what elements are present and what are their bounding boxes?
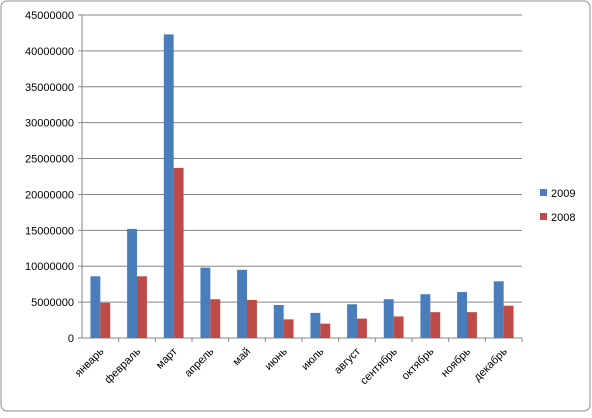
bar (273, 304, 284, 338)
bar (283, 319, 294, 338)
bar (310, 312, 321, 338)
y-tick-label: 30000000 (25, 118, 74, 130)
bar (100, 302, 111, 338)
bar (467, 312, 477, 338)
bar (200, 267, 211, 338)
y-tick-label: 40000000 (25, 46, 74, 58)
y-tick-label: 0 (68, 333, 74, 345)
bar (493, 281, 504, 338)
bar (247, 299, 257, 338)
bar (210, 299, 221, 338)
bar (173, 167, 184, 338)
legend-label: 2009 (551, 188, 575, 200)
y-tick-label: 45000000 (25, 10, 74, 22)
y-tick-label: 5000000 (31, 297, 74, 309)
bar (430, 312, 441, 338)
bar (503, 305, 514, 338)
y-tick-label: 10000000 (25, 261, 74, 273)
bar (137, 276, 147, 338)
y-tick-label: 35000000 (25, 82, 74, 94)
y-tick-label: 20000000 (25, 189, 74, 201)
bar (357, 318, 367, 338)
bar (383, 299, 394, 338)
bar (127, 228, 137, 338)
bar (393, 316, 404, 338)
bar (90, 276, 101, 338)
bar (163, 34, 174, 338)
bar (347, 304, 357, 338)
legend-swatch (540, 213, 547, 220)
bar (420, 294, 431, 338)
legend-swatch (540, 189, 547, 196)
bar (320, 323, 331, 338)
y-tick-label: 15000000 (25, 225, 74, 237)
bar (457, 292, 467, 338)
bar (237, 269, 247, 338)
legend-label: 2008 (551, 212, 575, 224)
y-tick-label: 25000000 (25, 154, 74, 166)
